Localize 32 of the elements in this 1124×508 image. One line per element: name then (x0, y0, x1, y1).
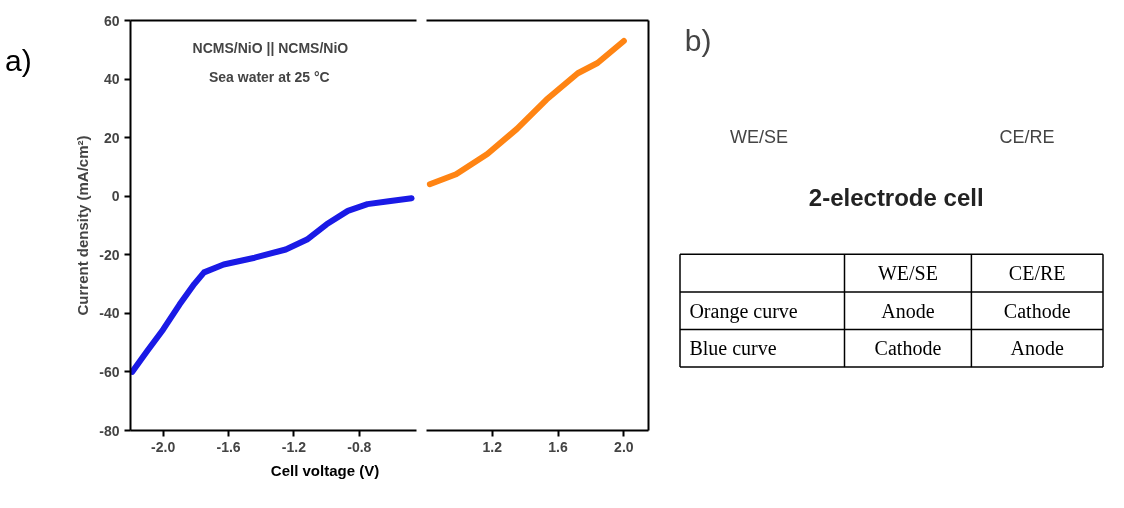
text: Blue curve (689, 337, 777, 360)
y-tick-label: -40 (99, 305, 120, 322)
text: Cathode (874, 337, 942, 360)
text: CE/RE (999, 126, 1055, 147)
x-tick-label: -1.2 (281, 438, 307, 455)
text: a) (5, 43, 32, 79)
x-tick-label: -2.0 (151, 438, 176, 455)
y-tick-label: 20 (103, 129, 120, 146)
y-tick-label: 40 (103, 71, 120, 88)
x-tick-label: 1.2 (482, 438, 503, 455)
x-tick-label: -1.6 (216, 438, 241, 455)
text: b) (684, 23, 712, 57)
text: WE/SE (877, 262, 938, 285)
text: 2-electrode cell (808, 184, 984, 212)
y-tick-label: 0 (111, 188, 120, 205)
y-tick-label: -20 (99, 246, 120, 263)
y-axis-title: Current density (mA/cm²) (74, 135, 92, 316)
x-axis-title: Cell voltage (V) (270, 461, 380, 481)
text: Anode (881, 299, 935, 322)
annotation: NCMS/NiO || NCMS/NiO (192, 39, 349, 56)
text: WE/SE (730, 126, 789, 147)
text: Orange curve (689, 299, 798, 323)
text: CE/RE (1008, 262, 1066, 285)
annotation: Sea water at 25 °C (208, 68, 330, 85)
text: Cathode (1003, 299, 1071, 322)
y-tick-label: 60 (103, 12, 120, 29)
y-tick-label: -60 (99, 363, 120, 380)
text: Anode (1010, 337, 1064, 360)
x-tick-label: 1.6 (548, 438, 568, 455)
y-tick-label: -80 (99, 422, 120, 439)
x-tick-label: -0.8 (347, 438, 372, 455)
x-tick-label: 2.0 (614, 438, 634, 455)
